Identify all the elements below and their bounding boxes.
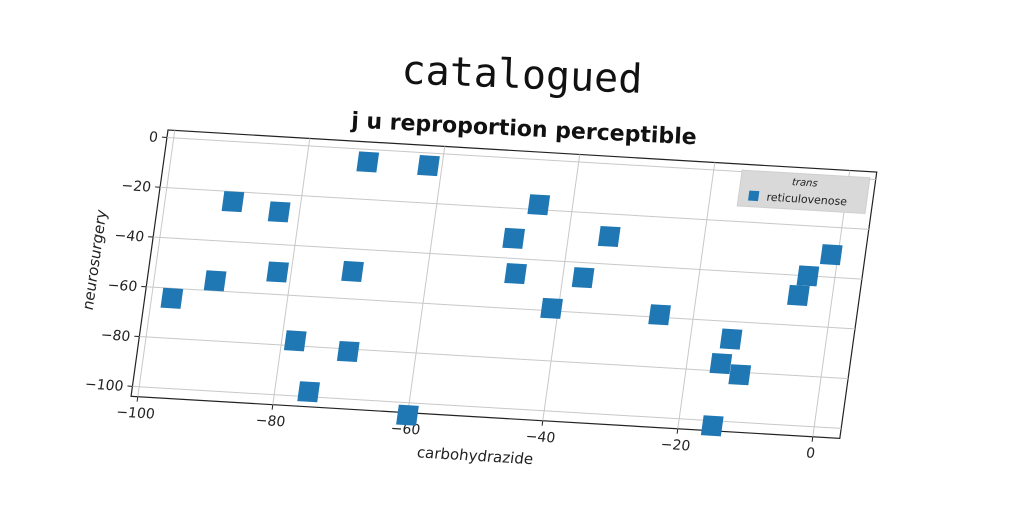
scatter-point	[341, 260, 364, 282]
scatter-point	[160, 287, 184, 309]
legend: trans reticulovenose	[736, 169, 871, 215]
y-gridline	[139, 336, 849, 380]
x-tick-label: −40	[525, 429, 557, 447]
scatter-point	[597, 225, 621, 248]
scatter-point	[719, 328, 743, 350]
plot-frame	[130, 129, 878, 440]
y-gridline	[159, 186, 869, 230]
ticks: −100 −80 −60 −40 −20 00−20−40−60−80−100	[84, 129, 816, 461]
scatter-point	[267, 201, 291, 223]
y-tick-label: −80	[100, 327, 132, 345]
scatter-point	[336, 340, 360, 363]
plot-area: −100 −80 −60 −40 −20 00−20−40−60−80−100 trans…	[79, 129, 878, 468]
y-gridline	[146, 286, 856, 330]
scatter-point	[796, 265, 820, 287]
scatter-point	[728, 364, 752, 386]
y-tick-label: −60	[107, 278, 139, 296]
scatter-point	[297, 381, 320, 403]
chart-title-group: catalogued	[401, 47, 643, 103]
x-tick-mark	[676, 428, 679, 434]
scatter-point	[396, 404, 419, 426]
legend-box	[736, 169, 871, 215]
scatter-point	[540, 297, 563, 319]
x-gridline	[407, 146, 446, 413]
x-gridline	[542, 154, 581, 421]
x-tick-mark	[136, 396, 139, 402]
y-gridline	[132, 385, 842, 429]
y-gridline	[153, 236, 862, 280]
chart-title: catalogued	[401, 47, 643, 103]
scatter-point	[819, 244, 843, 266]
scatter-point	[356, 151, 380, 173]
x-tick-label: 0	[805, 445, 816, 461]
scatter-point	[648, 304, 671, 326]
data-points	[160, 151, 843, 437]
x-tick-mark	[541, 420, 544, 426]
x-tick-label: −100	[115, 404, 156, 422]
x-tick-label: −80	[255, 413, 287, 431]
x-gridline	[272, 138, 311, 405]
y-tick-label: −40	[113, 228, 145, 246]
y-axis-label: neurosurgery	[79, 208, 111, 310]
x-tick-mark	[271, 404, 274, 410]
x-tick-label: −20	[660, 437, 692, 455]
scatter-point	[527, 194, 551, 216]
scatter-point	[504, 263, 527, 285]
scatter-point	[787, 284, 810, 306]
y-tick-label: 0	[148, 129, 159, 145]
scatter-point	[700, 415, 724, 437]
legend-label: reticulovenose	[766, 191, 848, 209]
legend-marker	[748, 190, 760, 202]
scatter-point	[417, 155, 440, 177]
scatter-point	[571, 267, 595, 289]
x-axis-label: carbohydrazide	[416, 443, 535, 468]
scatter-point	[203, 270, 227, 292]
x-gridline	[677, 162, 716, 429]
scatter-point	[221, 191, 245, 213]
x-tick-mark	[811, 436, 814, 442]
y-tick-label: −20	[120, 178, 152, 196]
scatter-point	[502, 227, 526, 249]
x-gridline	[137, 130, 176, 397]
x-gridline	[812, 170, 851, 437]
legend-title: trans	[791, 177, 818, 189]
y-tick-label: −100	[84, 377, 125, 395]
scatter-point	[283, 330, 307, 352]
scatter-point	[709, 353, 733, 375]
scatter-point	[266, 261, 289, 283]
